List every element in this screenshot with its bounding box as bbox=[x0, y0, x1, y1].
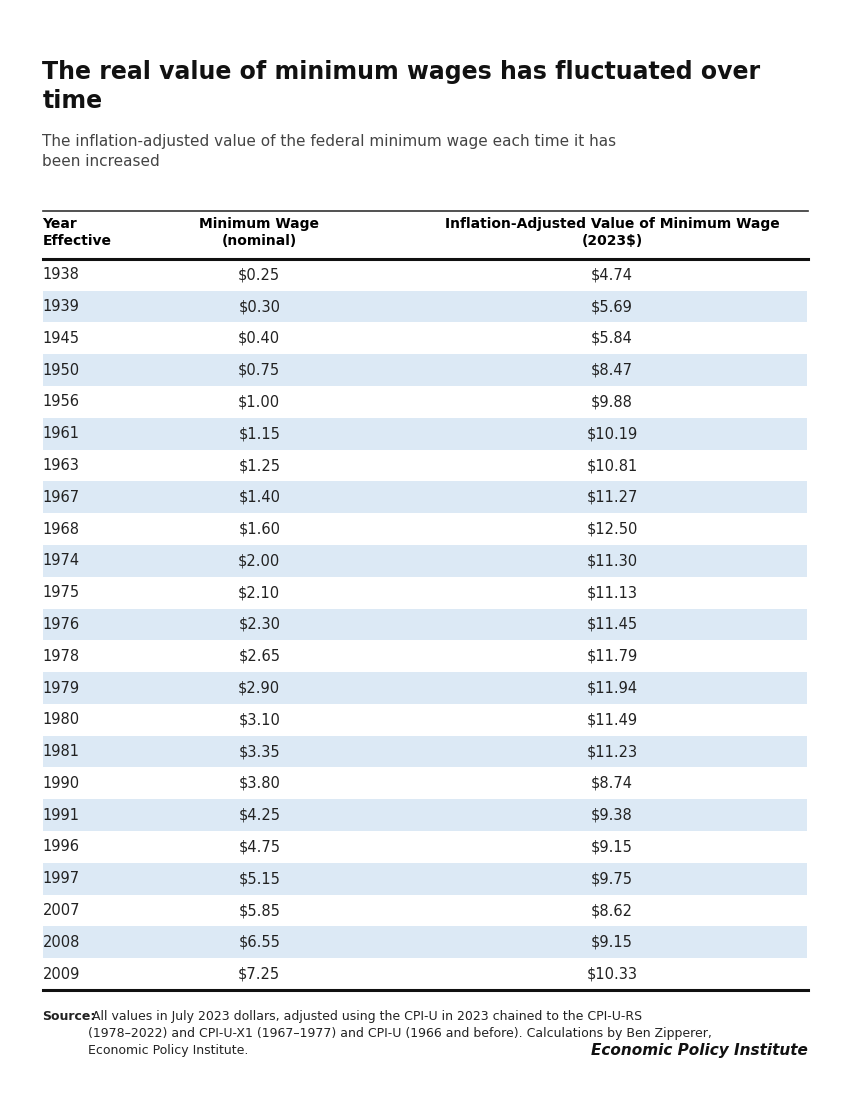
Bar bbox=[42, 862, 807, 894]
Text: 1950: 1950 bbox=[42, 363, 80, 377]
Text: 1990: 1990 bbox=[42, 776, 80, 791]
Text: 1980: 1980 bbox=[42, 713, 80, 727]
Text: 1961: 1961 bbox=[42, 426, 80, 441]
Text: $10.33: $10.33 bbox=[586, 967, 638, 981]
Text: $2.30: $2.30 bbox=[238, 617, 280, 631]
Text: $8.74: $8.74 bbox=[591, 776, 633, 791]
Text: Year
Effective: Year Effective bbox=[42, 217, 111, 248]
Text: 1991: 1991 bbox=[42, 807, 80, 823]
Text: $1.00: $1.00 bbox=[238, 395, 280, 409]
Text: $5.15: $5.15 bbox=[238, 871, 280, 887]
Bar bbox=[42, 926, 807, 958]
Text: $11.94: $11.94 bbox=[586, 681, 638, 695]
Text: 1976: 1976 bbox=[42, 617, 80, 631]
Text: The real value of minimum wages has fluctuated over
time: The real value of minimum wages has fluc… bbox=[42, 60, 761, 113]
Text: $1.25: $1.25 bbox=[238, 458, 280, 473]
Text: 1945: 1945 bbox=[42, 331, 80, 345]
Text: 1968: 1968 bbox=[42, 521, 80, 537]
Text: $0.40: $0.40 bbox=[238, 331, 280, 345]
Bar bbox=[42, 354, 807, 386]
Text: 1974: 1974 bbox=[42, 553, 80, 569]
Text: 1981: 1981 bbox=[42, 744, 80, 759]
Text: $1.60: $1.60 bbox=[238, 521, 280, 537]
Text: 2009: 2009 bbox=[42, 967, 80, 981]
Text: $3.80: $3.80 bbox=[238, 776, 280, 791]
Text: $11.45: $11.45 bbox=[586, 617, 638, 631]
Text: $11.23: $11.23 bbox=[586, 744, 638, 759]
Text: All values in July 2023 dollars, adjusted using the CPI-U in 2023 chained to the: All values in July 2023 dollars, adjuste… bbox=[88, 1010, 712, 1057]
Text: $7.25: $7.25 bbox=[238, 967, 280, 981]
Text: $11.49: $11.49 bbox=[586, 713, 638, 727]
Text: 1979: 1979 bbox=[42, 681, 80, 695]
Text: $3.35: $3.35 bbox=[239, 744, 280, 759]
Text: $0.30: $0.30 bbox=[238, 299, 280, 315]
Text: 1956: 1956 bbox=[42, 395, 80, 409]
Bar bbox=[42, 672, 807, 704]
Text: $4.25: $4.25 bbox=[238, 807, 280, 823]
Text: $9.15: $9.15 bbox=[591, 935, 633, 949]
Text: 1997: 1997 bbox=[42, 871, 80, 887]
Text: 1996: 1996 bbox=[42, 839, 80, 855]
Text: $10.19: $10.19 bbox=[586, 426, 638, 441]
Bar bbox=[42, 290, 807, 322]
Text: Source:: Source: bbox=[42, 1010, 96, 1023]
Text: $2.65: $2.65 bbox=[238, 649, 280, 663]
Text: $2.10: $2.10 bbox=[238, 585, 280, 601]
Text: $6.55: $6.55 bbox=[238, 935, 280, 949]
Text: Minimum Wage
(nominal): Minimum Wage (nominal) bbox=[199, 217, 320, 248]
Text: $9.15: $9.15 bbox=[591, 839, 633, 855]
Text: 1963: 1963 bbox=[42, 458, 79, 473]
Bar bbox=[42, 418, 807, 450]
Text: $11.30: $11.30 bbox=[586, 553, 638, 569]
Text: $10.81: $10.81 bbox=[586, 458, 638, 473]
Text: $3.10: $3.10 bbox=[238, 713, 280, 727]
Text: 2008: 2008 bbox=[42, 935, 80, 949]
Text: $2.00: $2.00 bbox=[238, 553, 280, 569]
Text: 1938: 1938 bbox=[42, 267, 79, 283]
Bar bbox=[42, 544, 807, 576]
Text: $0.75: $0.75 bbox=[238, 363, 280, 377]
Text: 1978: 1978 bbox=[42, 649, 80, 663]
Text: $11.27: $11.27 bbox=[586, 490, 638, 505]
Text: 1967: 1967 bbox=[42, 490, 80, 505]
Bar bbox=[42, 608, 807, 640]
Text: $5.84: $5.84 bbox=[591, 331, 633, 345]
Text: $0.25: $0.25 bbox=[238, 267, 280, 283]
Text: $9.88: $9.88 bbox=[591, 395, 633, 409]
Text: $11.13: $11.13 bbox=[586, 585, 638, 601]
Text: $11.79: $11.79 bbox=[586, 649, 638, 663]
Text: $5.69: $5.69 bbox=[591, 299, 633, 315]
Text: $2.90: $2.90 bbox=[238, 681, 280, 695]
Text: $12.50: $12.50 bbox=[586, 521, 638, 537]
Bar bbox=[42, 482, 807, 514]
Text: $9.38: $9.38 bbox=[591, 807, 633, 823]
Text: 1975: 1975 bbox=[42, 585, 80, 601]
Text: $1.15: $1.15 bbox=[238, 426, 280, 441]
Text: $5.85: $5.85 bbox=[238, 903, 280, 918]
Text: $4.74: $4.74 bbox=[591, 267, 633, 283]
Text: 2007: 2007 bbox=[42, 903, 80, 918]
Text: $8.47: $8.47 bbox=[591, 363, 633, 377]
Text: The inflation-adjusted value of the federal minimum wage each time it has
been i: The inflation-adjusted value of the fede… bbox=[42, 134, 616, 169]
Text: 1939: 1939 bbox=[42, 299, 79, 315]
Bar bbox=[42, 736, 807, 768]
Text: Inflation-Adjusted Value of Minimum Wage
(2023$): Inflation-Adjusted Value of Minimum Wage… bbox=[445, 217, 779, 248]
Text: $1.40: $1.40 bbox=[238, 490, 280, 505]
Text: $8.62: $8.62 bbox=[591, 903, 633, 918]
Bar bbox=[42, 800, 807, 832]
Text: Economic Policy Institute: Economic Policy Institute bbox=[591, 1043, 808, 1058]
Text: $9.75: $9.75 bbox=[591, 871, 633, 887]
Text: $4.75: $4.75 bbox=[238, 839, 280, 855]
